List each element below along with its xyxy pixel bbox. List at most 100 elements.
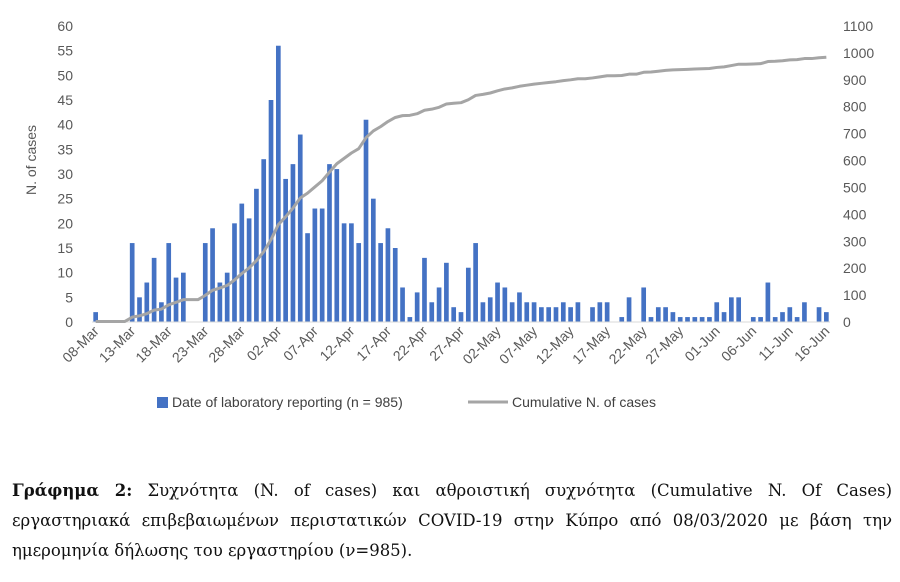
- y-tick-label: 60: [57, 18, 73, 34]
- bar: [458, 312, 464, 322]
- x-tick-label: 18-Mar: [132, 323, 175, 366]
- legend-bar-swatch: [157, 397, 168, 408]
- bar: [159, 302, 164, 322]
- bar: [575, 302, 581, 322]
- bar: [312, 208, 318, 322]
- bar: [422, 257, 427, 322]
- x-tick-label: 02-May: [459, 323, 503, 367]
- y-tick-label: 20: [57, 215, 73, 231]
- y-tick-label: 10: [57, 265, 73, 281]
- bar: [224, 272, 230, 322]
- bar: [816, 307, 822, 322]
- bar: [232, 223, 237, 322]
- bar: [648, 317, 654, 322]
- cumulative-line: [95, 55, 827, 323]
- bar: [414, 292, 420, 322]
- bar: [495, 282, 500, 322]
- bar: [765, 282, 771, 322]
- bar: [517, 292, 522, 322]
- bar: [290, 164, 296, 322]
- bar: [729, 297, 734, 322]
- x-tick-label: 28-Mar: [205, 323, 248, 366]
- bar: [465, 267, 471, 322]
- bar: [283, 178, 288, 322]
- bar: [210, 228, 215, 322]
- bar: [268, 100, 274, 322]
- bar: [341, 223, 347, 322]
- x-tick-label: 23-Mar: [169, 323, 212, 366]
- x-tick-label: 13-Mar: [96, 323, 139, 366]
- bar: [560, 302, 566, 322]
- bar: [261, 159, 267, 322]
- bar: [626, 297, 632, 322]
- bar: [181, 272, 186, 322]
- y2-tick-label: 800: [843, 99, 867, 115]
- bar: [699, 317, 705, 322]
- x-tick-label: 01-Jun: [681, 323, 723, 365]
- bar: [524, 302, 530, 322]
- bar: [590, 307, 595, 322]
- bar: [707, 317, 712, 322]
- y2-tick-label: 900: [843, 72, 867, 88]
- legend-line-label: Cumulative N. of cases: [512, 394, 656, 410]
- y2-tick-label: 1000: [843, 45, 874, 61]
- bar: [319, 208, 325, 322]
- bar: [619, 317, 625, 322]
- bar: [305, 233, 310, 322]
- y2-tick-label: 600: [843, 153, 867, 169]
- bar: [151, 257, 157, 322]
- bar: [758, 317, 763, 322]
- bar: [553, 307, 559, 322]
- y-tick-label: 5: [65, 289, 73, 305]
- bar: [685, 317, 690, 322]
- y-tick-label: 45: [57, 92, 73, 108]
- bar: [531, 302, 537, 322]
- y-axis-right-ticks: 0 100 200 300 400 500 600 700 800 900 1000 1100: [843, 18, 874, 330]
- bar: [166, 243, 172, 322]
- bar: [568, 307, 573, 322]
- x-tick-label: 16-Jun: [791, 323, 833, 365]
- y-tick-label: 0: [65, 314, 73, 330]
- bar: [129, 243, 135, 322]
- bar: [327, 164, 332, 322]
- x-tick-label: 02-Apr: [243, 323, 284, 364]
- bar: [824, 312, 829, 322]
- bar: [502, 287, 508, 322]
- caption-text: Συχνότητα (N. of cases) και αθροιστική σ…: [12, 481, 893, 560]
- bar: [444, 262, 449, 322]
- y-tick-label: 30: [57, 166, 73, 182]
- y-tick-label: 40: [57, 117, 73, 133]
- bar: [677, 317, 683, 322]
- bar: [655, 307, 661, 322]
- bar: [173, 277, 179, 322]
- bar: [93, 312, 98, 322]
- x-tick-label: 22-Apr: [390, 323, 431, 364]
- figure-caption: Γράφημα 2: Συχνότητα (N. of cases) και α…: [12, 476, 892, 566]
- legend: Date of laboratory reporting (n = 985) C…: [157, 394, 656, 410]
- bar: [137, 297, 142, 322]
- bar: [750, 317, 756, 322]
- x-tick-label: 07-Apr: [280, 323, 321, 364]
- bar: [202, 243, 208, 322]
- y2-tick-label: 0: [843, 314, 851, 330]
- x-tick-label: 12-Apr: [316, 323, 357, 364]
- bar: [721, 312, 727, 322]
- x-tick-label: 11-Jun: [755, 323, 796, 364]
- bar: [246, 218, 252, 322]
- bar: [363, 119, 369, 322]
- y-axis-label: N. of cases: [23, 125, 39, 195]
- bar: [487, 297, 493, 322]
- caption-label: Γράφημα 2:: [12, 481, 133, 500]
- y-tick-label: 55: [57, 43, 73, 59]
- bar: [539, 307, 544, 322]
- bar: [429, 302, 435, 322]
- x-tick-label: 12-May: [532, 323, 576, 367]
- bar: [597, 302, 603, 322]
- bar: [275, 45, 281, 322]
- x-tick-label: 17-May: [569, 323, 613, 367]
- bar: [400, 287, 405, 322]
- y2-tick-label: 700: [843, 126, 867, 142]
- bar: [604, 302, 610, 322]
- bar: [254, 188, 259, 322]
- bar: [714, 302, 720, 322]
